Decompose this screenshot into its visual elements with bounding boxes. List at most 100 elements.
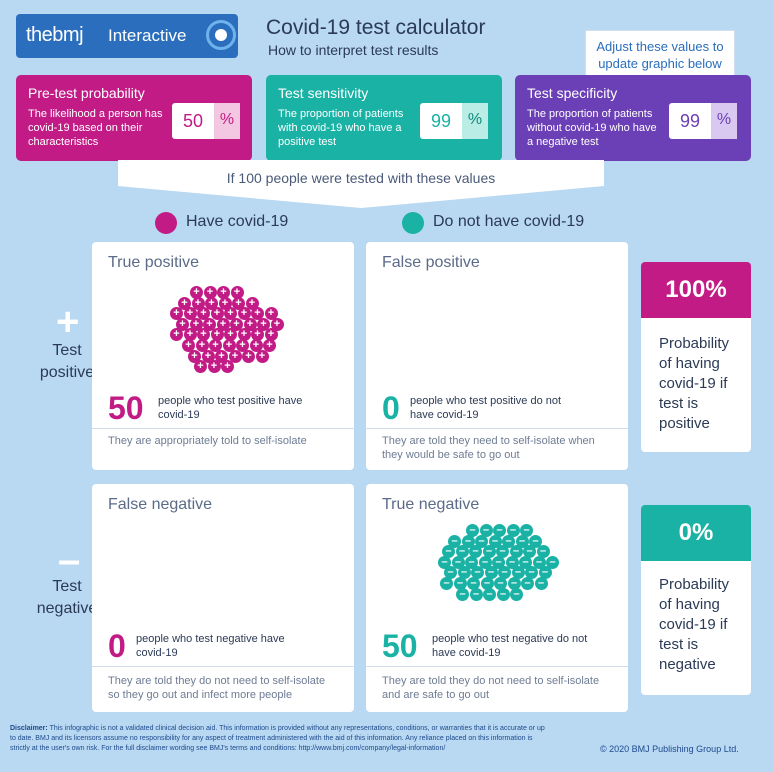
false-negative-title: False negative: [108, 496, 213, 513]
person-positive-dot: +: [242, 349, 255, 363]
person-negative-dot: –: [507, 577, 521, 590]
have-covid-legend-dot: [155, 212, 177, 234]
test-specificity-title: Test specificity: [527, 85, 618, 101]
person-negative-dot: –: [466, 524, 479, 537]
person-positive-dot: +: [222, 339, 236, 352]
test-negative-label: Test negative: [36, 578, 98, 617]
person-negative-dot: –: [456, 587, 469, 601]
true-negative-desc: people who test negative do not have cov…: [432, 633, 588, 659]
person-negative-dot: –: [496, 587, 510, 601]
person-negative-dot: –: [455, 545, 469, 559]
test-specificity-input[interactable]: 99 %: [669, 103, 737, 139]
test-sensitivity-input[interactable]: 99 %: [420, 103, 488, 139]
page-title: Covid-19 test calculator: [266, 16, 486, 39]
adjust-values-callout: Adjust these values to update graphic be…: [585, 30, 735, 78]
person-positive-dot: +: [203, 286, 217, 299]
pretest-probability-desc: The likelihood a person has covid-19 bas…: [28, 108, 163, 148]
positive-result-value: 100%: [641, 262, 751, 318]
no-covid-legend-dot: [402, 212, 424, 234]
person-negative-dot: –: [457, 566, 471, 580]
person-negative-dot: –: [509, 545, 523, 559]
test-sensitivity-value[interactable]: 99: [430, 111, 452, 131]
person-positive-dot: +: [243, 317, 257, 331]
person-positive-dot: +: [264, 328, 278, 342]
no-covid-legend-label: Do not have covid-19: [433, 213, 585, 230]
test-sensitivity-desc: The proportion of patients with covid-19…: [278, 108, 404, 148]
test-positive-label: Test positive: [39, 342, 95, 381]
positive-result-panel: 100% Probability of having covid-19 if t…: [641, 262, 751, 452]
person-positive-dot: +: [237, 307, 251, 321]
person-negative-dot: –: [467, 577, 480, 590]
person-positive-dot: +: [182, 339, 195, 352]
person-negative-dot: –: [529, 534, 542, 548]
person-negative-dot: –: [538, 566, 552, 580]
divider: [366, 428, 628, 429]
person-negative-dot: –: [453, 577, 467, 590]
person-positive-dot: +: [194, 360, 207, 374]
person-negative-dot: –: [469, 545, 482, 559]
pretest-probability-title: Pre-test probability: [28, 85, 145, 101]
person-positive-dot: +: [190, 286, 203, 299]
person-negative-dot: –: [488, 534, 502, 548]
touch-icon: [206, 20, 236, 50]
true-negative-note: They are told they do not need to self-i…: [382, 675, 600, 701]
person-positive-dot: +: [210, 307, 224, 321]
person-positive-dot: +: [216, 317, 230, 331]
person-positive-dot: +: [232, 296, 245, 310]
person-negative-dot: –: [521, 577, 534, 590]
plus-icon: +: [56, 300, 80, 344]
person-positive-dot: +: [251, 328, 264, 342]
person-positive-dot: +: [263, 339, 276, 352]
true-negative-panel: True negative – – – – – – – – – – – – – – – – – – – – – – – – – –…: [366, 484, 628, 712]
person-positive-dot: +: [197, 307, 210, 321]
negative-result-panel: 0% Probability of having covid-19 if tes…: [641, 505, 751, 695]
false-positive-count: 0: [382, 390, 400, 426]
person-negative-dot: –: [478, 555, 492, 569]
person-negative-dot: –: [534, 577, 548, 590]
person-negative-dot: –: [519, 555, 532, 569]
person-negative-dot: –: [483, 587, 496, 601]
funnel-text: If 100 people were tested with these val…: [226, 170, 496, 186]
bmj-interactive-logo[interactable]: thebmj Interactive: [16, 14, 238, 58]
pretest-probability-card: Pre-test probability The likelihood a pe…: [16, 75, 252, 161]
false-positive-note: They are told they need to self-isolate …: [382, 435, 595, 461]
false-positive-desc: people who test positive do not have cov…: [410, 395, 562, 421]
person-positive-dot: +: [236, 339, 249, 352]
percent-unit: %: [462, 103, 488, 139]
person-negative-dot: –: [448, 534, 461, 548]
person-positive-dot: +: [257, 317, 270, 331]
divider: [92, 428, 354, 429]
person-positive-dot: +: [270, 317, 284, 331]
person-negative-dot: –: [536, 545, 550, 559]
person-positive-dot: +: [189, 317, 203, 331]
positive-result-text: Probability of having covid-19 if test i…: [659, 335, 730, 432]
person-negative-dot: –: [482, 545, 496, 559]
false-negative-count: 0: [108, 628, 126, 664]
person-positive-dot: +: [228, 349, 242, 363]
person-negative-dot: –: [480, 577, 494, 590]
person-negative-dot: –: [506, 524, 520, 537]
person-positive-dot: +: [224, 328, 237, 342]
person-negative-dot: –: [461, 534, 475, 548]
person-negative-dot: –: [451, 555, 465, 569]
person-positive-dot: +: [195, 339, 209, 352]
page-subtitle: How to interpret test results: [268, 42, 439, 58]
person-negative-dot: –: [438, 555, 451, 569]
person-positive-dot: +: [197, 328, 210, 342]
test-sensitivity-card: Test sensitivity The proportion of patie…: [266, 75, 502, 161]
pretest-probability-input[interactable]: 50 %: [172, 103, 240, 139]
person-positive-dot: +: [170, 307, 183, 321]
false-negative-desc: people who test negative have covid-19: [136, 633, 285, 659]
person-positive-dot: +: [201, 349, 215, 363]
person-negative-dot: –: [494, 577, 507, 590]
person-negative-dot: –: [520, 524, 533, 537]
person-positive-dot: +: [249, 339, 263, 352]
true-positive-count: 50: [108, 390, 144, 426]
pretest-probability-value[interactable]: 50: [182, 111, 204, 131]
copyright: © 2020 BMJ Publishing Group Ltd.: [600, 744, 739, 754]
person-positive-dot: +: [178, 296, 191, 310]
negative-result-text: Probability of having covid-19 if test i…: [659, 576, 730, 673]
have-covid-legend-label: Have covid-19: [186, 213, 289, 230]
test-specificity-value[interactable]: 99: [679, 111, 701, 131]
disclaimer: Disclaimer: This infographic is not a va…: [10, 724, 550, 754]
